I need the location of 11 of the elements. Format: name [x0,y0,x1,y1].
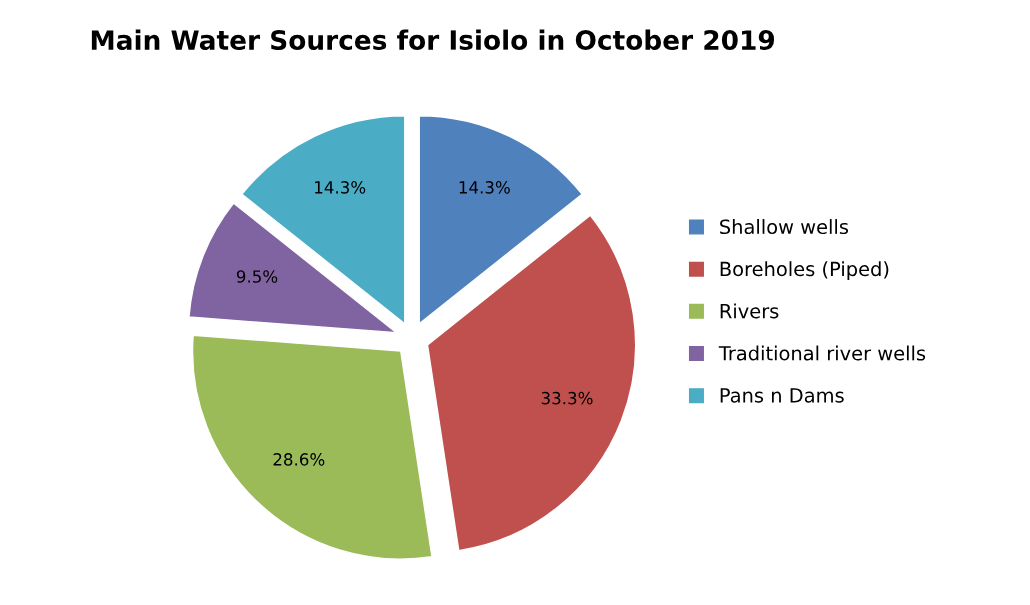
data-label: 14.3% [459,181,510,194]
chart-title: Main Water Sources for Isiolo in October 2019 [91,29,775,51]
legend-label: Rivers [720,303,779,319]
legend-label: Shallow wells [720,219,849,235]
legend-label: Boreholes (Piped) [720,261,889,281]
data-label: 28.6% [273,453,325,466]
legend-label: Pans n Dams [720,388,844,403]
data-label: 14.3% [315,181,366,194]
data-label: 33.3% [541,391,593,405]
data-label: 9.5% [236,270,278,283]
legend-label: Traditional river wells [718,345,926,361]
